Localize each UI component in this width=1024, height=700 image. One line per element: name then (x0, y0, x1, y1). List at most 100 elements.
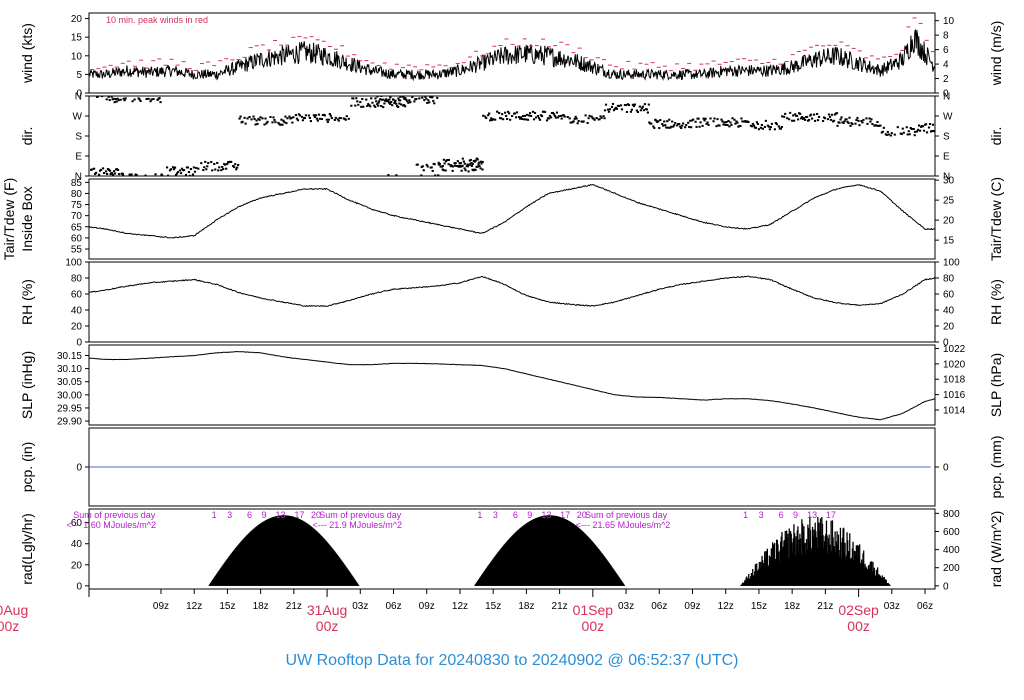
direction-point (526, 118, 530, 121)
direction-point (110, 172, 114, 175)
direction-point (543, 110, 547, 113)
direction-point (195, 166, 198, 169)
direction-point (562, 114, 565, 117)
direction-point (913, 130, 917, 133)
direction-point (300, 115, 304, 118)
direction-point (426, 165, 429, 168)
direction-point (361, 98, 364, 101)
direction-point (500, 117, 503, 120)
direction-point (750, 125, 754, 128)
direction-point (924, 123, 928, 126)
direction-point (205, 168, 208, 171)
direction-point (298, 114, 302, 117)
y-tick-label: 40 (71, 539, 83, 550)
direction-point (689, 119, 692, 122)
direction-point (191, 173, 195, 176)
direction-point (648, 121, 651, 124)
direction-point (611, 102, 615, 105)
direction-point (425, 97, 428, 100)
direction-point (101, 167, 105, 170)
direction-point (400, 103, 403, 106)
direction-point (449, 165, 452, 168)
direction-point (374, 105, 377, 108)
rad-hour-label: 9 (261, 510, 266, 520)
direction-point (323, 114, 326, 117)
direction-point (457, 165, 460, 168)
direction-point (336, 118, 339, 121)
x-tick-label: 21z (817, 601, 833, 612)
direction-point (572, 120, 575, 123)
direction-point (248, 116, 251, 119)
rad-hour-label: 1 (212, 510, 217, 520)
direction-point (232, 165, 235, 168)
wind-series-line (89, 29, 935, 82)
direction-point (367, 103, 370, 106)
direction-point (454, 162, 457, 165)
direction-point (676, 124, 679, 127)
direction-point (641, 105, 644, 108)
direction-point (376, 96, 379, 98)
direction-point (886, 130, 889, 133)
direction-point (473, 160, 476, 163)
direction-point (754, 126, 758, 129)
direction-point (246, 117, 249, 120)
direction-point (855, 118, 858, 121)
plot-area (89, 183, 935, 239)
direction-point (875, 124, 878, 127)
direction-point (226, 162, 229, 165)
direction-point (866, 122, 869, 125)
y-tick-label: 80 (71, 189, 83, 200)
direction-point (387, 174, 390, 176)
direction-point (97, 173, 101, 176)
direction-point (396, 104, 399, 107)
direction-point (431, 169, 434, 172)
rad-sum-note: Sum of previous day (585, 510, 668, 520)
direction-point (752, 124, 756, 127)
direction-point (502, 118, 505, 121)
direction-point (908, 133, 911, 136)
direction-point (575, 117, 578, 120)
direction-point (451, 169, 454, 172)
rad-hour-label: 9 (527, 510, 532, 520)
direction-point (139, 100, 142, 103)
direction-point (308, 116, 312, 119)
direction-point (912, 127, 915, 130)
direction-point (261, 117, 264, 120)
direction-point (533, 111, 537, 114)
y-tick-label: 20 (71, 560, 83, 571)
direction-point (426, 101, 429, 104)
y2-tick-label: 6 (943, 45, 949, 56)
y-tick-label: 5 (76, 70, 82, 81)
direction-point (652, 125, 655, 128)
direction-point (207, 162, 210, 165)
direction-point (832, 119, 836, 122)
direction-point (433, 163, 436, 166)
direction-point (379, 98, 382, 101)
direction-point (383, 102, 386, 105)
direction-point (466, 163, 469, 166)
y2-tick-label: S (943, 132, 950, 143)
direction-point (444, 160, 447, 163)
direction-point (640, 107, 643, 110)
direction-point (635, 109, 638, 112)
direction-point (137, 97, 140, 100)
direction-point (490, 117, 493, 120)
direction-point (701, 124, 704, 127)
direction-point (538, 118, 542, 121)
direction-point (184, 173, 188, 176)
direction-point (144, 174, 147, 176)
direction-point (916, 128, 920, 131)
direction-point (168, 169, 172, 172)
direction-point (667, 126, 670, 129)
direction-point (836, 124, 839, 127)
direction-point (757, 128, 761, 131)
x-tick-label: 15z (485, 601, 501, 612)
y2-tick-label: 0 (943, 581, 949, 592)
direction-point (459, 162, 462, 165)
direction-point (296, 119, 300, 122)
plot-area (208, 515, 891, 586)
direction-point (458, 162, 461, 165)
peak-winds-note: 10 min. peak winds in red (106, 15, 208, 25)
